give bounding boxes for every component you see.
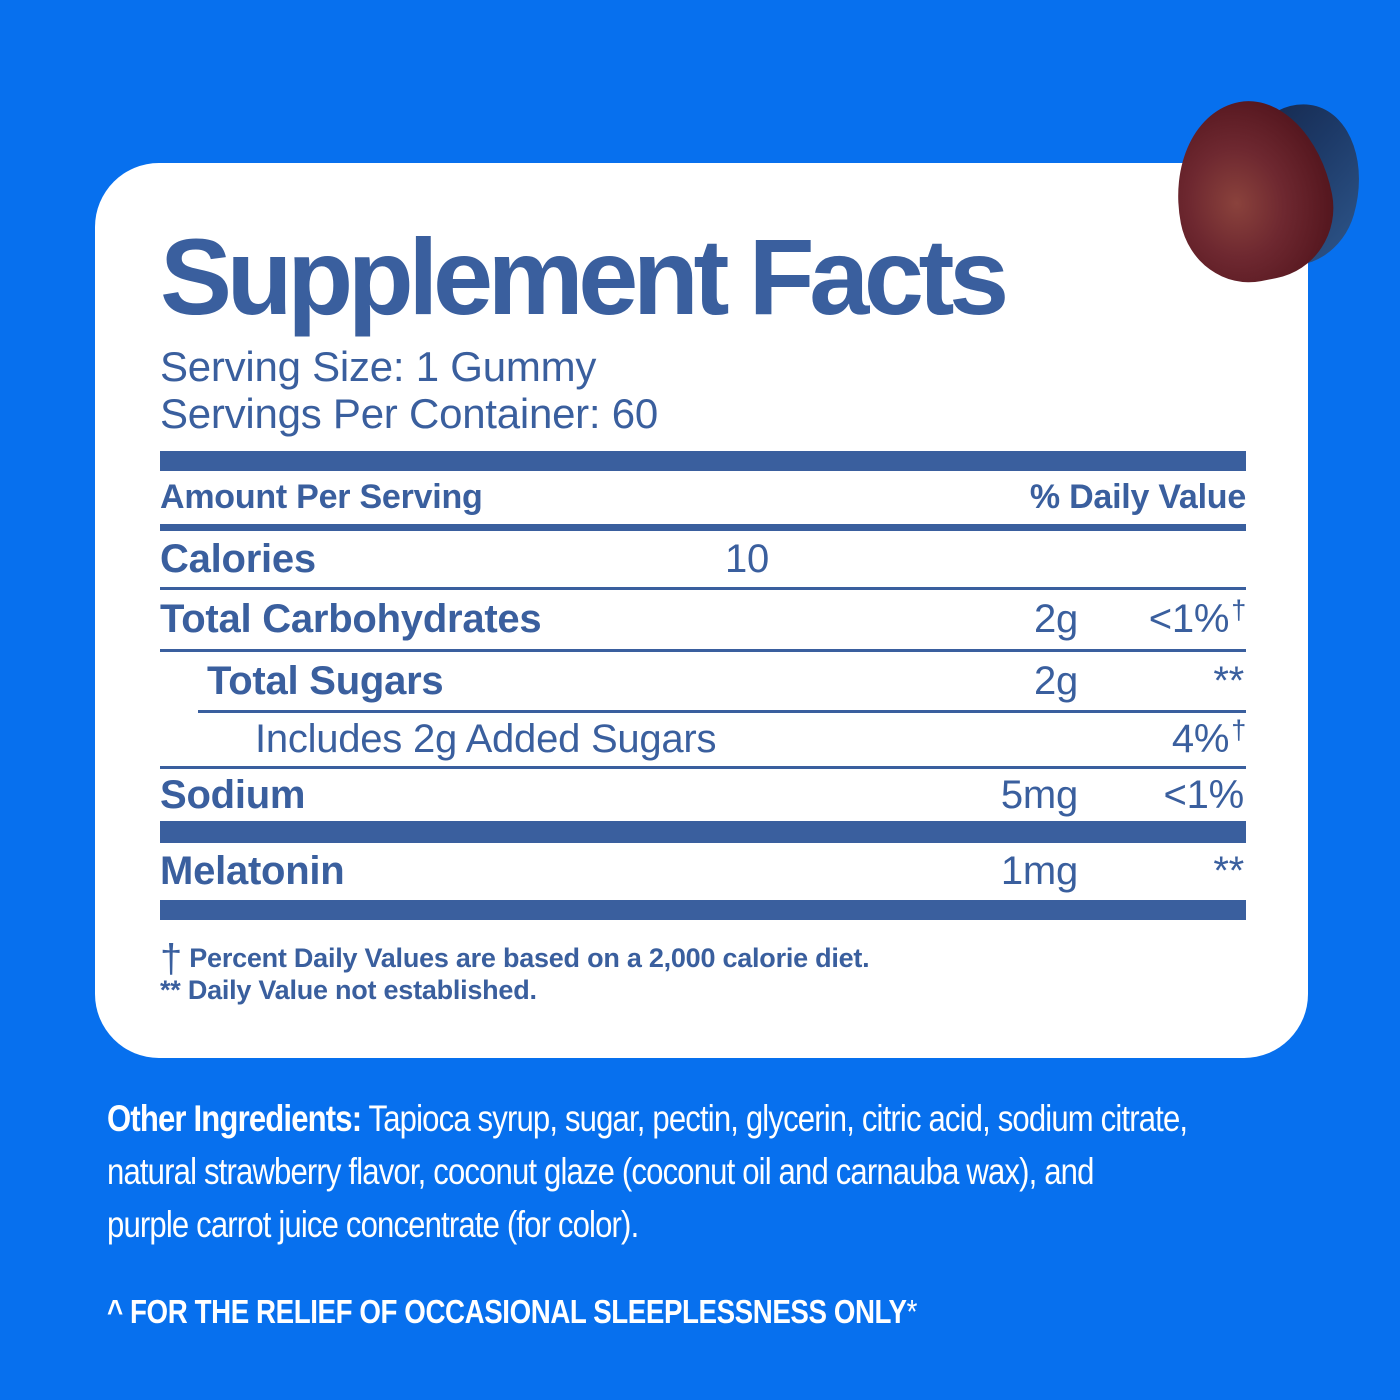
header-rule [160, 524, 1246, 532]
other-ingredients: Other Ingredients: Tapioca syrup, sugar,… [107, 1092, 1400, 1251]
dagger-symbol: † [160, 937, 183, 982]
row-daily-value: ** [1213, 658, 1244, 703]
table-row-total-sugars: Total Sugars 2g ** [160, 652, 1246, 710]
dagger-symbol: † [1231, 595, 1246, 626]
serving-info: Serving Size: 1 Gummy Servings Per Conta… [160, 343, 1246, 437]
sleeplessness-claim: ^ FOR THE RELIEF OF OCCASIONAL SLEEPLESS… [107, 1293, 918, 1330]
row-amount: 2g [1033, 597, 1078, 642]
table-row-sodium: Sodium 5mg <1% [160, 769, 1246, 821]
dagger-symbol: † [1231, 715, 1246, 746]
other-ingredients-line: natural strawberry flavor, coconut glaze… [107, 1151, 1094, 1192]
row-daily-value: ** [1213, 849, 1244, 894]
servings-per-container: Servings Per Container: 60 [160, 390, 659, 438]
header-amount-per-serving: Amount Per Serving [160, 478, 483, 517]
row-label: Total Carbohydrates [160, 597, 542, 642]
row-rule [160, 766, 1246, 770]
row-label: Total Sugars [207, 658, 444, 703]
row-label: Calories [160, 536, 316, 581]
panel-title: Supplement Facts [160, 216, 1009, 337]
divider-bar-top [160, 451, 1246, 472]
bottom-text-block: Other Ingredients: Tapioca syrup, sugar,… [107, 1092, 1400, 1331]
row-amount: 5mg [1000, 772, 1078, 817]
row-amount: 1mg [1000, 849, 1078, 894]
row-daily-value: 4%† [1171, 715, 1246, 762]
row-daily-value: <1% [1163, 772, 1245, 817]
other-ingredients-line: purple carrot juice concentrate (for col… [107, 1204, 639, 1245]
row-daily-value: <1%† [1148, 595, 1246, 642]
table-header-row: Amount Per Serving % Daily Value [160, 471, 1246, 524]
table-row-calories: Calories 10 [160, 531, 1246, 587]
row-rule [160, 649, 1246, 653]
footnote-not-established: ** Daily Value not established. [160, 975, 537, 1006]
footnotes: † Percent Daily Values are based on a 2,… [160, 937, 1246, 1006]
row-label: Sodium [160, 772, 306, 817]
other-ingredients-label: Other Ingredients: [107, 1098, 362, 1139]
divider-bar-middle [160, 821, 1246, 844]
other-ingredients-line: Tapioca syrup, sugar, pectin, glycerin, … [368, 1098, 1189, 1139]
row-amount: 2g [1033, 658, 1078, 703]
table-row-added-sugars: Includes 2g Added Sugars 4%† [160, 713, 1246, 766]
gummy-photo [1150, 85, 1380, 305]
row-label: Melatonin [160, 849, 345, 894]
row-value: 10 [725, 536, 770, 581]
row-label: Includes 2g Added Sugars [255, 717, 717, 762]
divider-bar-bottom [160, 900, 1246, 921]
supplement-facts-panel: Supplement Facts Serving Size: 1 Gummy S… [95, 163, 1308, 1058]
footnote-daily-values: † Percent Daily Values are based on a 2,… [160, 937, 870, 982]
claim-asterisk: * [906, 1293, 918, 1330]
header-daily-value: % Daily Value [1029, 478, 1246, 517]
row-rule [160, 587, 1246, 591]
asterisks-symbol: ** [160, 975, 181, 1006]
serving-size: Serving Size: 1 Gummy [160, 343, 597, 391]
table-row-melatonin: Melatonin 1mg ** [160, 843, 1246, 900]
table-row-total-carbohydrates: Total Carbohydrates 2g <1%† [160, 590, 1246, 649]
row-rule-indented [198, 710, 1246, 714]
